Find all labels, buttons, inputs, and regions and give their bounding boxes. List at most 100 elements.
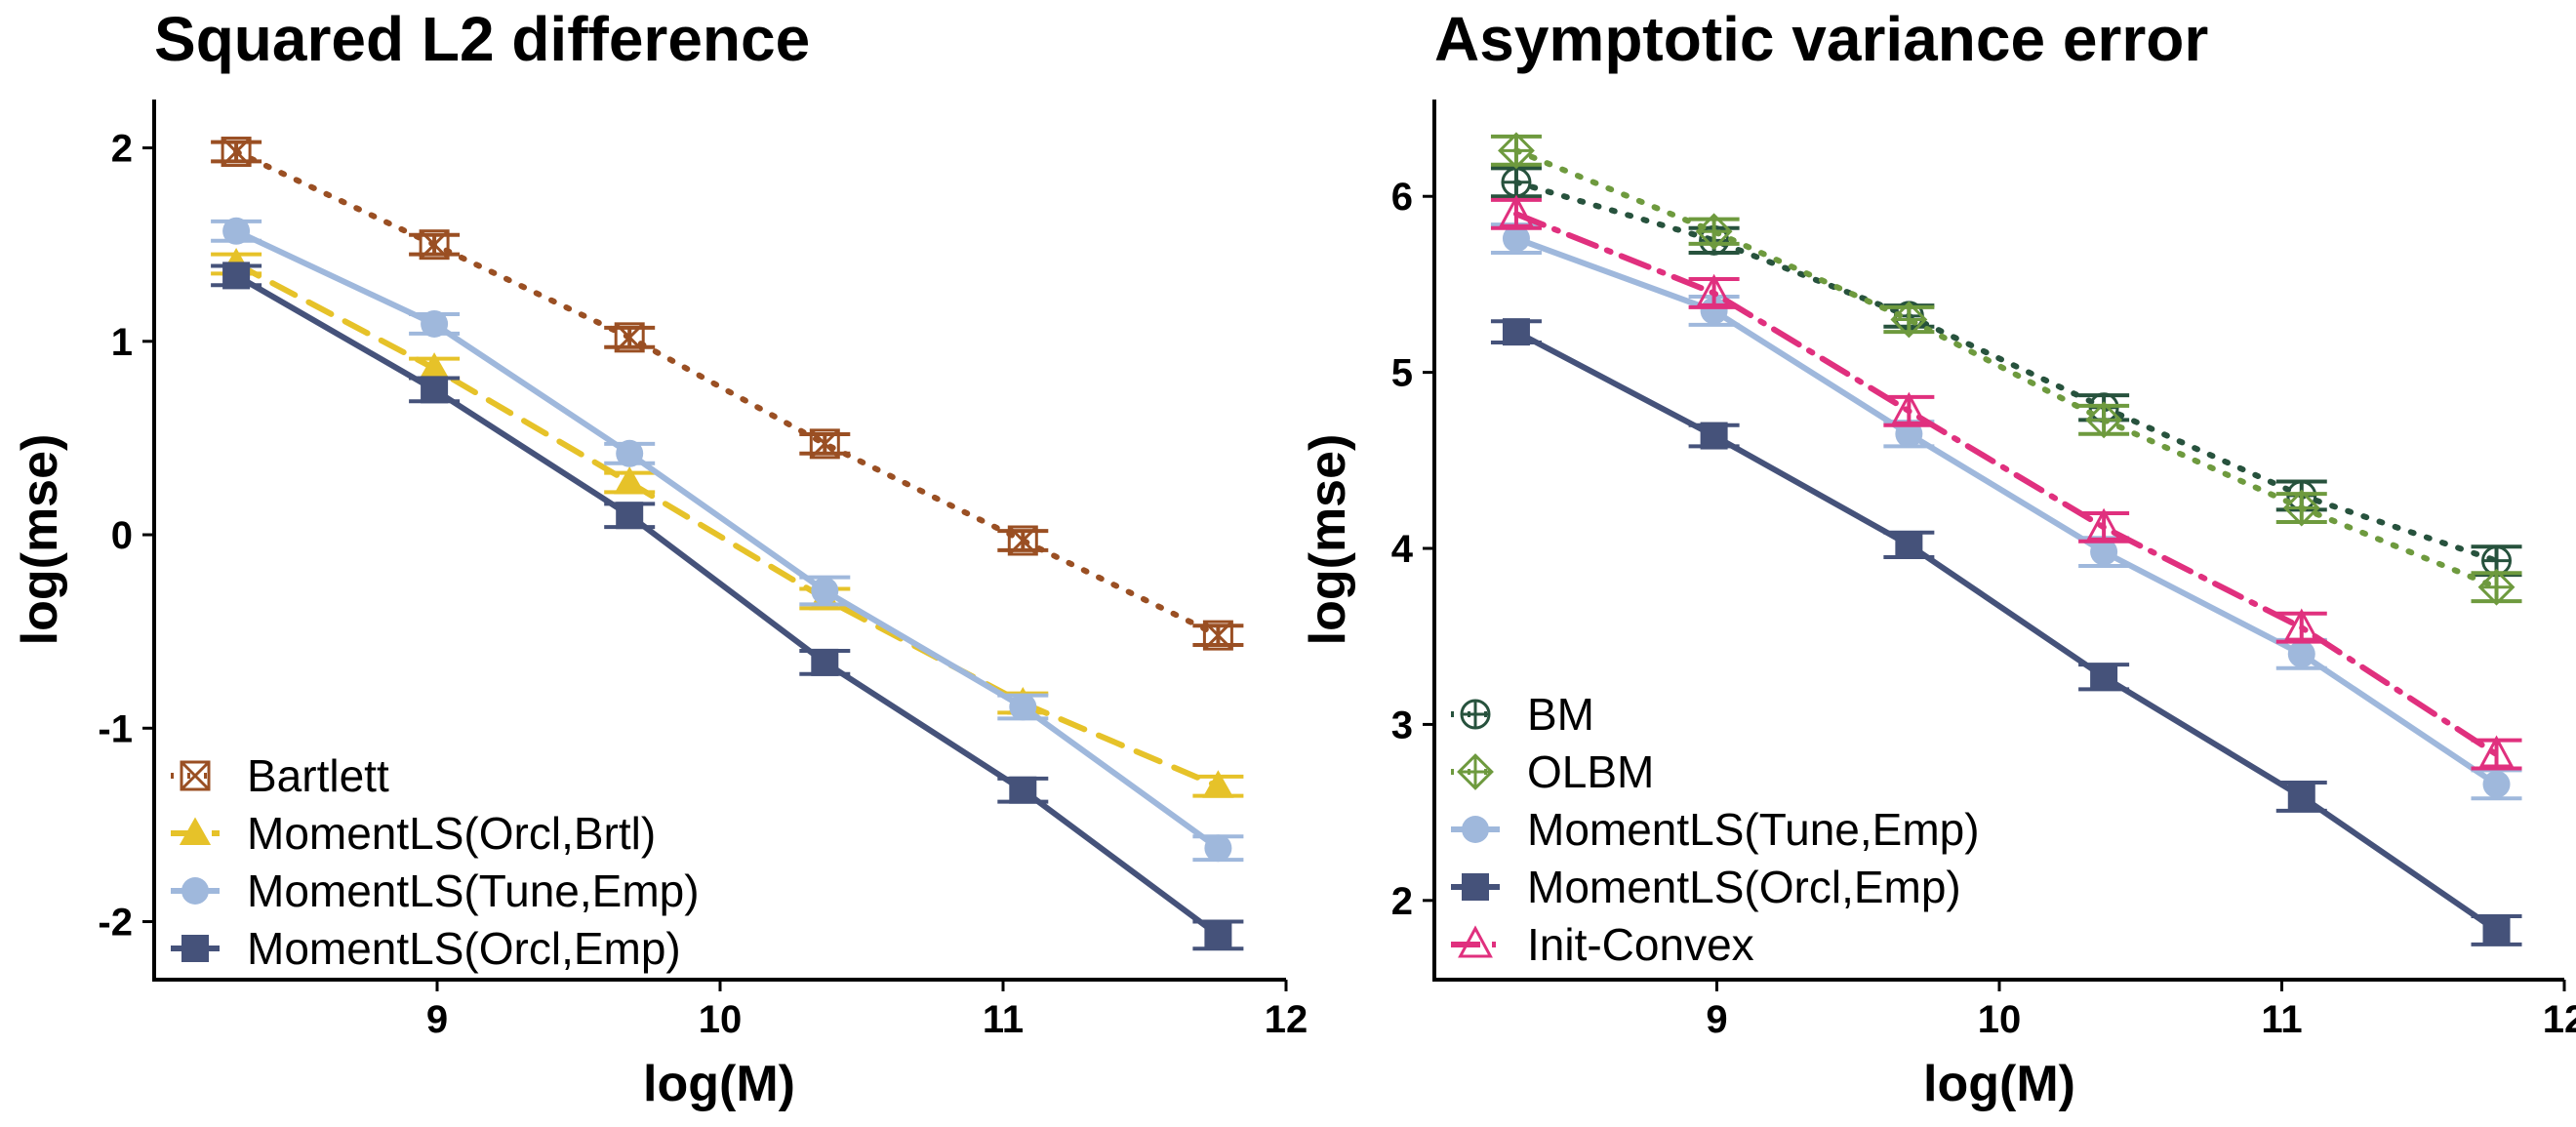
point-marker (809, 428, 840, 460)
point-marker (1202, 770, 1234, 798)
legend-label: MomentLS(Orcl,Emp) (247, 923, 681, 974)
series-layer (1490, 132, 2522, 946)
point-marker (811, 577, 839, 605)
x-tick-label: 12 (1265, 998, 1308, 1041)
point-marker (2090, 538, 2118, 566)
legend-label: BM (1527, 689, 1594, 740)
point-marker (421, 376, 449, 404)
point-marker (222, 217, 251, 245)
point-marker (1895, 531, 1923, 559)
x-axis-label: log(M) (643, 1056, 795, 1112)
point-marker-cross (810, 428, 840, 459)
series-line (1513, 211, 2500, 758)
legend: Bartlett MomentLS(Orcl,Brtl) MomentLS(Tune… (171, 750, 700, 974)
x-tick-label: 10 (699, 998, 743, 1041)
point-marker (2482, 916, 2511, 945)
x-tick-label: 9 (426, 998, 448, 1041)
point-marker (1009, 693, 1037, 721)
point-marker (181, 935, 209, 962)
point-marker (1502, 318, 1530, 346)
legend-item: OLBM (1451, 746, 1654, 797)
legend-label: OLBM (1527, 746, 1654, 797)
legend-label: MomentLS(Tune,Emp) (247, 865, 700, 916)
series-line (1513, 235, 2500, 787)
legend-item: Init-Convex (1451, 919, 1754, 970)
legend-item: MomentLS(Orcl,Brtl) (171, 808, 656, 859)
chart-title: Squared L2 difference (154, 4, 810, 74)
legend-label: MomentLS(Orcl,Emp) (1527, 862, 1961, 912)
x-tick-label: 9 (1706, 998, 1727, 1041)
series-layer (211, 137, 1244, 951)
x-tick-label: 10 (1978, 998, 2022, 1041)
series-line (233, 261, 1222, 789)
y-tick-label: 6 (1391, 176, 1413, 219)
point-marker (2287, 640, 2315, 668)
series-bm (1490, 166, 2522, 578)
point-marker (2090, 663, 2118, 691)
point-marker-cross (615, 322, 645, 352)
point-marker (1499, 194, 1534, 227)
y-tick-label: 2 (1391, 880, 1413, 923)
legend-label: MomentLS(Tune,Emp) (1527, 804, 1980, 855)
x-tick-label: 11 (2261, 998, 2302, 1041)
y-tick-label: 0 (111, 514, 133, 557)
y-tick-label: -2 (98, 902, 133, 945)
series-line (1513, 179, 2500, 564)
series-init-convex (1490, 194, 2522, 771)
y-axis-label: log(mse) (12, 434, 68, 646)
point-marker (1009, 776, 1037, 804)
point-marker (2478, 735, 2515, 768)
point-marker (2287, 783, 2315, 811)
point-marker (616, 439, 644, 467)
point-marker (1462, 873, 1489, 901)
chart-title: Asymptotic variance error (1434, 4, 2208, 74)
point-marker (811, 648, 839, 676)
point-marker-cross (420, 229, 450, 260)
legend-label: Bartlett (247, 750, 389, 801)
series-momentls-tune-emp- (1490, 222, 2522, 801)
legend-item: Bartlett (171, 750, 389, 801)
point-marker-cross (180, 760, 211, 791)
y-tick-label: 1 (111, 321, 133, 364)
point-marker (1700, 422, 1728, 450)
point-marker (1895, 420, 1923, 448)
point-marker (1007, 525, 1038, 556)
y-tick-label: 4 (1391, 528, 1414, 571)
series-momentls-tune-emp- (211, 217, 1244, 863)
series-line (233, 272, 1222, 939)
point-marker (421, 309, 449, 338)
point-marker (1204, 834, 1232, 863)
y-tick-label: -1 (98, 707, 133, 750)
series-olbm (1490, 132, 2522, 606)
point-marker (1696, 273, 1732, 306)
legend-item: MomentLS(Orcl,Emp) (171, 923, 681, 974)
series-momentls-orcl-emp- (211, 262, 1244, 951)
point-marker (221, 137, 252, 168)
legend-item: MomentLS(Tune,Emp) (171, 865, 700, 916)
series-momentls-orcl-emp- (1490, 318, 2522, 946)
point-marker (1204, 921, 1232, 949)
point-marker (1502, 224, 1530, 253)
point-marker (419, 229, 450, 261)
point-marker (2283, 608, 2319, 641)
x-axis-label: log(M) (1923, 1056, 2075, 1112)
x-ticks: 9 10 11 12 (426, 980, 1308, 1041)
point-marker (181, 877, 209, 905)
point-marker (222, 262, 251, 290)
point-marker-cross (1203, 621, 1233, 651)
y-tick-label: 5 (1391, 352, 1413, 395)
series-line (1513, 147, 2500, 590)
point-marker (180, 760, 211, 791)
series-line (1513, 329, 2500, 934)
series-line (233, 227, 1222, 852)
point-marker (1462, 816, 1489, 843)
legend-item: BM (1451, 689, 1594, 740)
point-marker (2482, 770, 2511, 798)
point-marker (614, 466, 646, 495)
point-marker (616, 502, 644, 530)
y-ticks: -2 -1 0 1 2 (98, 128, 154, 945)
y-tick-label: 2 (111, 128, 133, 171)
x-tick-label: 12 (2543, 998, 2576, 1041)
point-marker (179, 817, 212, 845)
